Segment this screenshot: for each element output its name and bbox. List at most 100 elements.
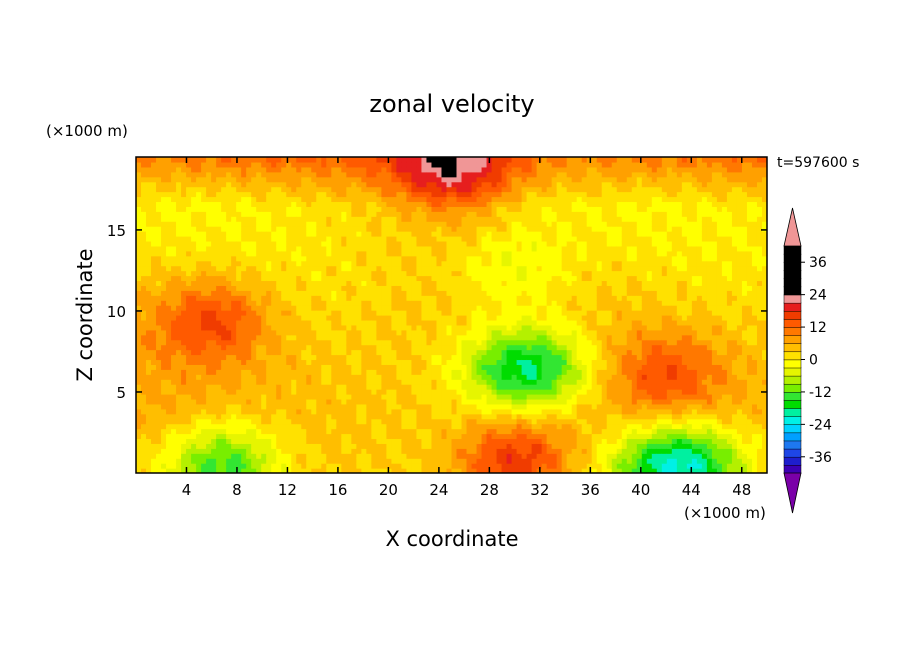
field-cell (226, 300, 232, 306)
field-cell (516, 389, 523, 395)
field-cell (271, 408, 277, 415)
field-cell (306, 300, 312, 306)
field-cell (326, 468, 332, 473)
field-cell (486, 255, 493, 262)
field-cell (471, 423, 478, 430)
field-cell (246, 211, 252, 217)
field-cell (231, 206, 237, 212)
field-cell (156, 270, 162, 277)
field-cell (461, 270, 468, 277)
field-cell (286, 310, 292, 316)
field-cell (356, 389, 362, 395)
field-cell (351, 349, 357, 356)
field-cell (471, 344, 478, 351)
field-cell (191, 458, 197, 464)
field-cell (246, 186, 252, 193)
field-cell (471, 275, 478, 282)
field-cell (226, 339, 232, 346)
field-cell (456, 186, 463, 193)
field-cell (256, 255, 262, 262)
field-cell (396, 403, 403, 410)
field-cell (471, 339, 478, 346)
field-cell (326, 285, 332, 291)
field-cell (291, 334, 297, 341)
field-cell (241, 433, 247, 440)
field-cell (366, 260, 372, 267)
field-cell (366, 334, 372, 341)
field-cell (271, 423, 277, 430)
field-cell (286, 295, 292, 301)
field-cell (146, 463, 152, 469)
field-cell (236, 157, 242, 163)
field-cell (261, 216, 267, 222)
field-cell (406, 290, 413, 296)
field-cell (136, 171, 142, 178)
field-cell (316, 324, 322, 331)
field-cell (401, 240, 408, 247)
field-cell (511, 265, 518, 272)
field-cell (311, 418, 317, 425)
field-cell (426, 418, 433, 425)
field-cell (411, 290, 418, 296)
field-cell (341, 324, 347, 331)
field-cell (256, 221, 262, 227)
field-cell (431, 206, 438, 212)
field-cell (376, 305, 382, 311)
field-cell (241, 300, 247, 306)
field-cell (431, 290, 438, 296)
field-cell (231, 300, 237, 306)
field-cell (436, 255, 443, 262)
field-cell (251, 418, 257, 425)
field-cell (316, 171, 322, 178)
field-cell (401, 374, 408, 380)
field-cell (161, 374, 167, 380)
field-cell (406, 250, 413, 257)
field-cell (366, 275, 372, 282)
field-cell (346, 255, 352, 262)
field-cell (371, 186, 377, 193)
field-cell (136, 166, 142, 173)
field-cell (416, 418, 423, 425)
field-cell (271, 300, 277, 306)
field-cell (436, 458, 443, 464)
field-cell (326, 344, 332, 351)
field-cell (301, 329, 307, 336)
field-cell (396, 270, 403, 277)
field-cell (486, 428, 493, 435)
field-cell (491, 255, 498, 262)
field-cell (466, 201, 473, 207)
field-cell (321, 300, 327, 306)
field-cell (351, 374, 357, 380)
field-cell (511, 186, 518, 193)
field-cell (326, 315, 332, 321)
field-cell (281, 166, 287, 173)
field-cell (281, 428, 287, 435)
field-cell (276, 394, 282, 400)
field-cell (346, 413, 352, 420)
field-cell (321, 438, 327, 444)
field-cell (311, 344, 317, 351)
field-cell (176, 359, 182, 365)
field-cell (146, 384, 152, 390)
field-cell (441, 423, 448, 430)
field-cell (291, 270, 297, 277)
field-cell (226, 329, 232, 336)
field-cell (231, 379, 237, 385)
field-cell (176, 354, 182, 361)
field-cell (176, 250, 182, 257)
field-cell (141, 260, 147, 267)
field-cell (196, 329, 202, 336)
field-cell (176, 280, 182, 286)
field-cell (436, 394, 443, 400)
field-cell (341, 389, 347, 395)
field-cell (286, 428, 292, 435)
field-cell (491, 157, 498, 163)
field-cell (456, 176, 463, 183)
field-cell (206, 186, 212, 193)
field-cell (306, 191, 312, 198)
field-cell (246, 394, 252, 400)
field-cell (331, 265, 337, 272)
field-cell (236, 349, 242, 356)
field-cell (346, 285, 352, 291)
field-cell (406, 240, 413, 247)
